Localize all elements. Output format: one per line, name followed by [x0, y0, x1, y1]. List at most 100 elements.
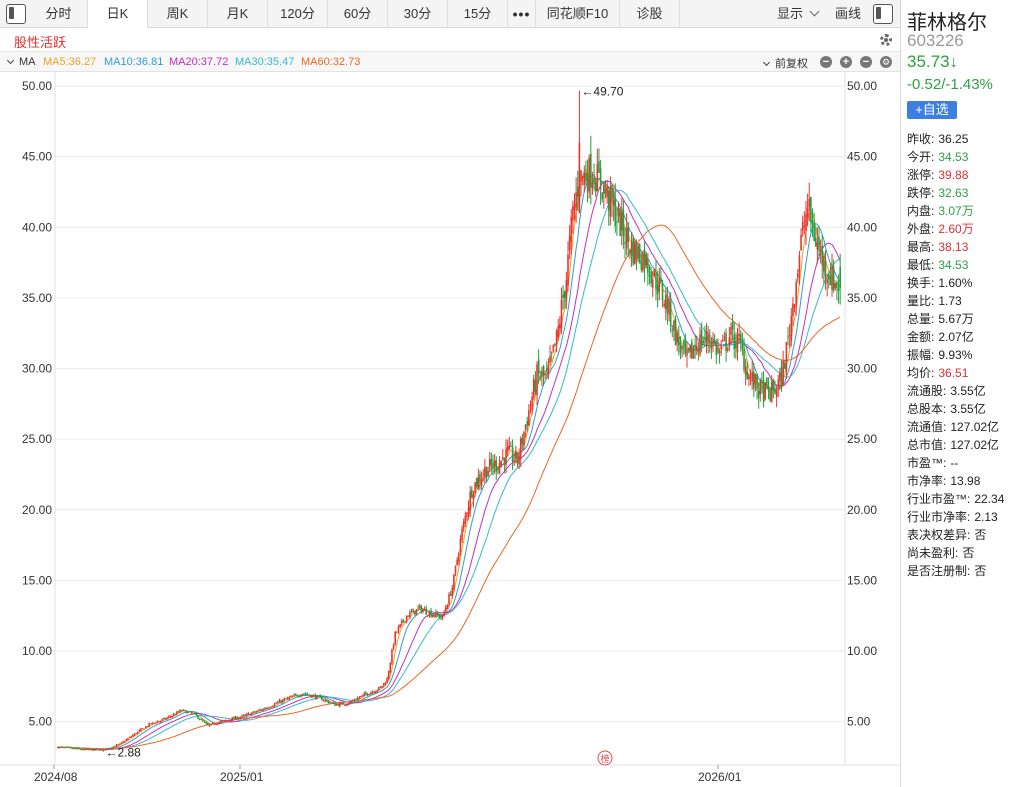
ma-selector[interactable]: MA	[6, 56, 36, 68]
candle-body	[713, 342, 716, 344]
zoom-out-button[interactable]: −	[820, 56, 832, 68]
candle-body	[656, 284, 659, 295]
candle-body	[642, 253, 644, 271]
candle-body	[448, 594, 450, 605]
candle-body	[601, 192, 604, 200]
tab-60min[interactable]: 60分	[328, 0, 388, 28]
candle-body	[179, 710, 181, 713]
stat-label: 涨停:	[907, 168, 935, 182]
candle-body	[203, 721, 206, 723]
draw-line-button[interactable]: 画线	[835, 6, 862, 21]
candle-body	[412, 609, 414, 613]
y-tick-label-left: 30.00	[22, 362, 52, 376]
candle-body	[544, 374, 546, 375]
candle-body	[285, 698, 287, 699]
y-tick-label-right: 15.00	[847, 573, 877, 587]
panel-toggle-icon[interactable]	[873, 4, 893, 24]
tab-120min[interactable]: 120分	[268, 0, 328, 28]
kline-chart-area[interactable]: 5.00 5.00 10.00 10.00 15.00 15.00 20.00 20.00 25…	[0, 72, 900, 787]
candle-body	[345, 704, 348, 706]
candle-body	[123, 741, 126, 743]
kline-chart[interactable]: 5.00 5.00 10.00 10.00 15.00 15.00 20.00 20.00 25…	[0, 72, 900, 787]
period-toolbar: 分时 日K 周K 月K 120分 60分 30分 15分 ••• 同花顺F10 …	[0, 0, 900, 28]
candle-body	[829, 275, 832, 286]
candle-body	[573, 203, 576, 211]
candle-body	[247, 713, 250, 715]
candle-body	[594, 182, 597, 193]
tab-weekly-k[interactable]: 周K	[148, 0, 208, 28]
x-tick-label: 2025/01	[220, 770, 264, 784]
tab-15min[interactable]: 15分	[448, 0, 508, 28]
candle-body	[541, 371, 543, 377]
candle-body	[133, 733, 136, 736]
candle-body	[733, 334, 736, 350]
candle-body	[744, 366, 747, 375]
candle-body	[567, 254, 569, 286]
tab-daily-k[interactable]: 日K	[88, 0, 148, 28]
candle-body	[521, 437, 524, 444]
candle-body	[226, 720, 229, 721]
candle-body	[461, 528, 463, 540]
candle-body	[299, 695, 302, 697]
sidebar-toggle-icon[interactable]	[6, 4, 26, 24]
candle-body	[237, 717, 240, 719]
candle-body	[391, 649, 393, 664]
candle-body	[290, 696, 292, 697]
candle-body	[149, 723, 152, 725]
candle-body	[651, 279, 654, 288]
tab-monthly-k[interactable]: 月K	[208, 0, 268, 28]
last-price: 35.73↓	[907, 52, 959, 71]
collapse-indicator-button[interactable]: −	[860, 56, 872, 68]
display-dropdown[interactable]: 显示	[777, 0, 820, 28]
candle-body	[425, 608, 427, 615]
stat-label: 总量:	[907, 312, 935, 326]
candle-body	[65, 747, 67, 748]
candle-body	[640, 261, 643, 270]
add-watchlist-button[interactable]: +自选	[907, 101, 957, 119]
candle-body	[565, 280, 568, 302]
gear-icon[interactable]	[880, 34, 892, 46]
tab-diagnosis[interactable]: 诊股	[620, 0, 680, 28]
candle-body	[663, 303, 665, 306]
candle-body	[338, 703, 341, 707]
candle-body	[298, 696, 300, 697]
candle-body	[687, 348, 690, 351]
candle-body	[322, 700, 325, 702]
indicator-settings-button[interactable]: ⚙	[880, 56, 892, 68]
candle-body	[769, 391, 771, 401]
candle-body	[682, 341, 685, 343]
candle-body	[244, 714, 247, 716]
candle-body	[101, 749, 103, 751]
candle-body	[598, 161, 600, 173]
candle-body	[164, 718, 167, 720]
candle-body	[715, 341, 718, 356]
candle-body	[779, 372, 781, 382]
candle-body	[233, 717, 235, 719]
candle-body	[503, 458, 506, 465]
stat-value: 34.53	[938, 150, 969, 164]
price-adjust-dropdown[interactable]: 前复权	[762, 55, 808, 71]
candle-body	[471, 489, 473, 498]
candle-body	[171, 715, 173, 718]
candle-body	[205, 722, 207, 724]
zoom-in-button[interactable]: +	[840, 56, 852, 68]
candle-body	[500, 460, 502, 467]
candle-body	[159, 720, 162, 722]
candle-body	[805, 214, 807, 231]
candle-body	[668, 297, 670, 315]
candle-body	[638, 244, 641, 263]
more-periods-button[interactable]: •••	[508, 0, 536, 28]
tab-30min[interactable]: 30分	[388, 0, 448, 28]
candle-body	[620, 212, 623, 231]
candle-body	[795, 282, 797, 306]
candle-body	[534, 379, 537, 392]
tab-f10[interactable]: 同花顺F10	[536, 0, 620, 28]
candle-body	[110, 747, 113, 749]
candle-body	[678, 336, 680, 346]
candle-body	[495, 460, 498, 472]
candle-body	[839, 266, 841, 288]
candle-body	[213, 723, 216, 725]
candle-body	[790, 316, 793, 342]
tab-timeshare[interactable]: 分时	[30, 0, 88, 28]
candle-body	[138, 730, 141, 732]
